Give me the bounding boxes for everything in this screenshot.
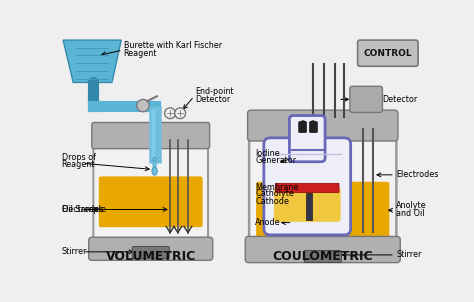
Text: Oil Sample: Oil Sample [62, 205, 105, 214]
Circle shape [164, 108, 175, 119]
Text: Electrodes: Electrodes [62, 205, 104, 214]
Circle shape [137, 99, 149, 112]
FancyBboxPatch shape [299, 122, 307, 133]
FancyBboxPatch shape [93, 130, 208, 249]
Text: Catholyte: Catholyte [255, 189, 294, 198]
FancyBboxPatch shape [132, 246, 169, 259]
Text: Burette with Karl Fischer: Burette with Karl Fischer [124, 41, 222, 50]
FancyBboxPatch shape [304, 250, 341, 263]
Text: Reagent: Reagent [124, 49, 157, 58]
FancyBboxPatch shape [306, 193, 312, 220]
Text: and Oil: and Oil [396, 209, 425, 218]
FancyBboxPatch shape [247, 110, 398, 141]
Text: Detector: Detector [196, 95, 231, 104]
Text: Membrane: Membrane [255, 183, 299, 192]
FancyBboxPatch shape [89, 237, 213, 260]
FancyBboxPatch shape [310, 122, 317, 133]
Polygon shape [151, 159, 158, 175]
Text: Electrodes: Electrodes [396, 170, 439, 179]
Text: Anolyte: Anolyte [396, 201, 427, 210]
Text: Stirrer: Stirrer [62, 247, 87, 256]
Text: CONTROL: CONTROL [364, 49, 412, 58]
Text: Cathode: Cathode [255, 197, 289, 206]
FancyBboxPatch shape [249, 120, 396, 251]
Text: Iodine: Iodine [255, 149, 280, 158]
Ellipse shape [152, 167, 157, 175]
FancyBboxPatch shape [357, 40, 418, 66]
FancyBboxPatch shape [256, 182, 390, 239]
Polygon shape [63, 40, 121, 82]
Ellipse shape [153, 157, 156, 162]
FancyBboxPatch shape [274, 188, 341, 222]
FancyBboxPatch shape [99, 176, 202, 227]
Text: End-point: End-point [196, 87, 234, 96]
Text: Drops of: Drops of [62, 153, 96, 162]
FancyBboxPatch shape [350, 86, 383, 112]
Circle shape [175, 108, 186, 119]
Text: Generator: Generator [255, 156, 296, 165]
Text: Detector: Detector [383, 95, 418, 104]
Text: COULOMETRIC: COULOMETRIC [273, 250, 373, 263]
FancyBboxPatch shape [275, 183, 339, 193]
FancyBboxPatch shape [264, 138, 351, 235]
FancyBboxPatch shape [290, 116, 325, 162]
Text: VOLUMETRIC: VOLUMETRIC [106, 250, 196, 263]
FancyBboxPatch shape [92, 123, 210, 149]
Text: Reagent: Reagent [62, 160, 95, 169]
FancyBboxPatch shape [245, 236, 400, 263]
Text: Stirrer: Stirrer [396, 250, 422, 259]
Text: Anode: Anode [255, 218, 281, 227]
